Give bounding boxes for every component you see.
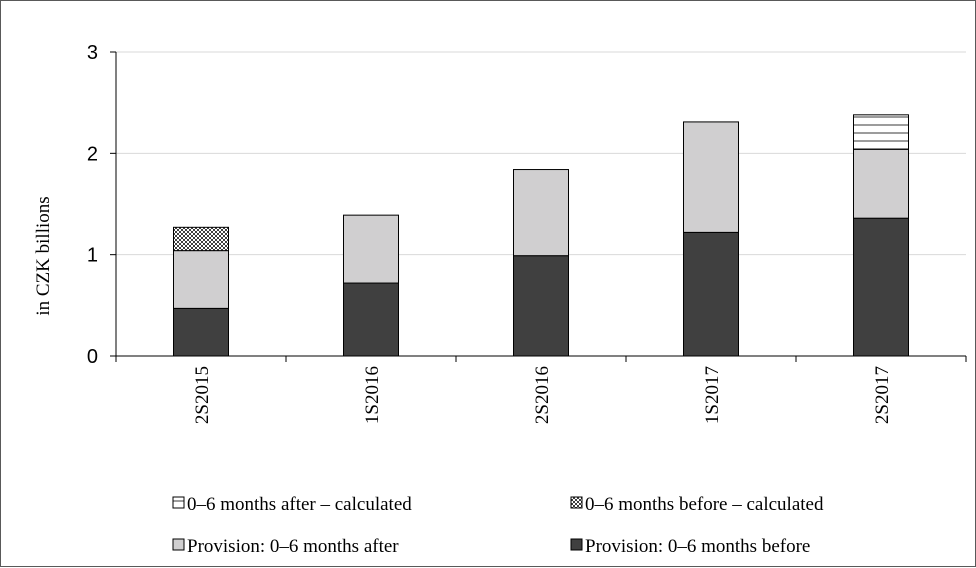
legend-label-0: Provision: 0–6 months before bbox=[585, 536, 810, 557]
bar-2S2015-series-2 bbox=[173, 226, 229, 252]
y-axis-label: in CZK billions bbox=[33, 196, 54, 315]
x-tick-label-4: 2S2017 bbox=[872, 366, 893, 424]
legend-swatch-0 bbox=[570, 538, 583, 551]
bar-1S2016-series-1 bbox=[343, 214, 399, 284]
legend-label-3: 0–6 months after – calculated bbox=[187, 494, 412, 515]
x-tick-label-2: 2S2016 bbox=[532, 366, 553, 424]
legend-label-1: Provision: 0–6 months after bbox=[187, 536, 399, 557]
bar-1S2017-series-1 bbox=[683, 121, 739, 233]
bar-2S2016-series-1 bbox=[513, 169, 569, 257]
axes: 0 1 2 3 2S2015 1S2016 2S2016 1S2017 2S2017 bbox=[87, 42, 967, 424]
legend-swatch-1 bbox=[172, 538, 185, 551]
y-tick-label-0: 0 bbox=[87, 346, 98, 368]
bar-2S2017-series-3 bbox=[853, 114, 909, 150]
bar-2S2017-series-0 bbox=[853, 217, 909, 357]
x-tick-label-1: 1S2016 bbox=[362, 366, 383, 424]
legend-swatch-2 bbox=[570, 496, 583, 509]
bar-2S2017-series-1 bbox=[853, 148, 909, 219]
bar-1S2016-series-0 bbox=[343, 282, 399, 357]
legend-swatch-3 bbox=[172, 496, 185, 509]
y-tick-label-2: 2 bbox=[87, 143, 98, 165]
bar-2S2015-series-1 bbox=[173, 250, 229, 309]
bar-2S2016-series-0 bbox=[513, 255, 569, 357]
x-tick-label-0: 2S2015 bbox=[192, 366, 213, 424]
bars bbox=[173, 114, 909, 357]
y-tick-label-1: 1 bbox=[87, 245, 98, 267]
bar-1S2017-series-0 bbox=[683, 231, 739, 357]
y-tick-label-3: 3 bbox=[87, 42, 98, 64]
x-tick-label-3: 1S2017 bbox=[702, 366, 723, 424]
legend: 0–6 months after – calculated 0–6 months … bbox=[172, 494, 824, 557]
legend-label-2: 0–6 months before – calculated bbox=[585, 494, 824, 515]
bar-2S2015-series-0 bbox=[173, 307, 229, 357]
